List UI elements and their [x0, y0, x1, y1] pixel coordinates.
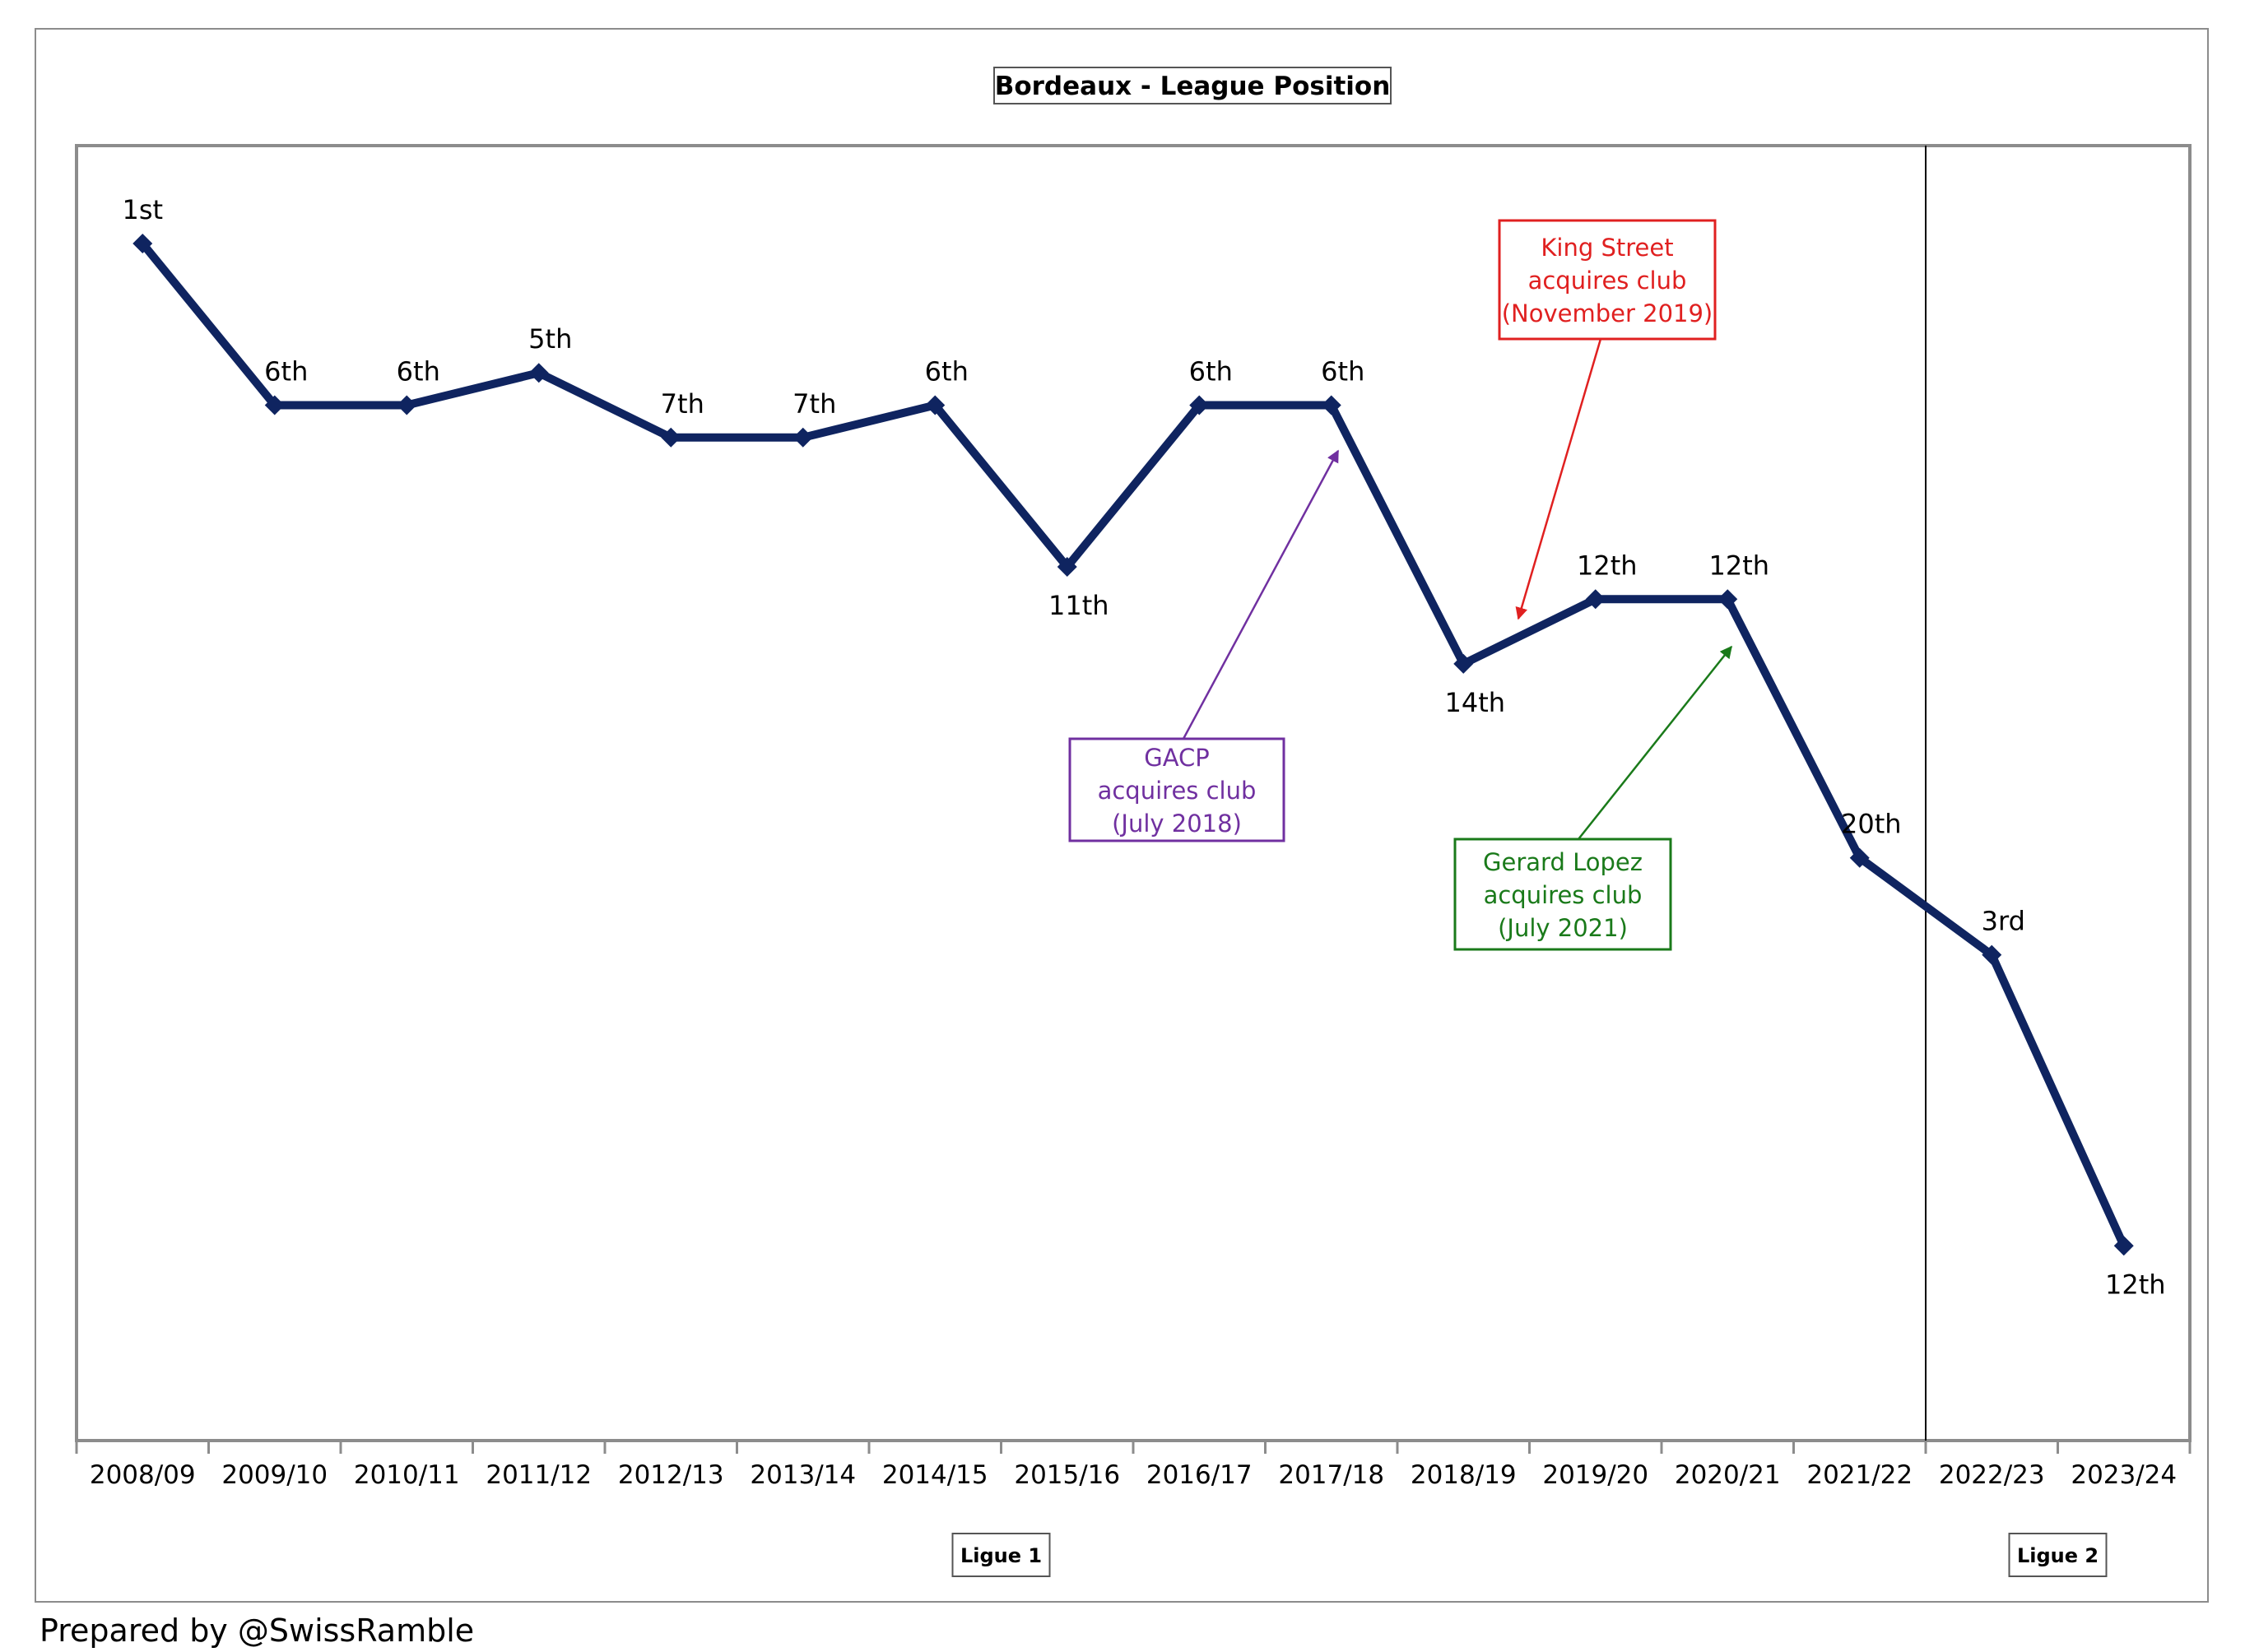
annotation-arrow-1	[1515, 338, 1602, 620]
annotation-text-2-line-3: (July 2018)	[1112, 810, 1242, 838]
annotation-text-1-line-1: King Street	[1541, 234, 1673, 262]
annotation-text-1-line-2: acquires club	[1528, 267, 1687, 295]
footer-credit: Prepared by @SwissRamble	[40, 1613, 475, 1649]
x-tick-label-2008-09: 2008/09	[90, 1460, 196, 1490]
data-label-2010-11: 6th	[397, 356, 440, 387]
annotation-box-1	[1498, 219, 1717, 341]
data-point-markers	[132, 234, 2134, 1256]
data-label-2016-17: 6th	[1189, 356, 1233, 387]
x-tick-label-2019-20: 2019/20	[1542, 1460, 1648, 1490]
x-tick-label-2015-16: 2015/16	[1014, 1460, 1120, 1490]
data-label-2019-20: 12th	[1577, 550, 1638, 581]
x-tick-label-2020-21: 2020/21	[1675, 1460, 1781, 1490]
x-tick-label-2022-23: 2022/23	[1939, 1460, 2045, 1490]
data-label-2021-22: 20th	[1841, 809, 1902, 840]
series-line-league-position	[139, 240, 2128, 1248]
data-label-2012-13: 7th	[661, 388, 704, 420]
annotation-text-3-line-3: (July 2021)	[1498, 914, 1628, 942]
chart-title: Bordeaux - League Position	[995, 72, 1391, 101]
data-point-2022-23	[1982, 944, 2002, 965]
chart-title-group: Bordeaux - League Position	[993, 67, 1392, 104]
annotation-arrow-3	[1578, 645, 1732, 840]
data-label-2022-23: 3rd	[1982, 906, 2025, 937]
chart-title-box	[993, 67, 1392, 104]
annotation-text-1-line-3: (November 2019)	[1502, 299, 1713, 327]
data-point-2013-14	[792, 427, 813, 448]
x-tick-label-2017-18: 2017/18	[1278, 1460, 1384, 1490]
annotation-box-2	[1068, 737, 1285, 842]
data-point-2020-21	[1717, 589, 1738, 610]
x-tick-label-2011-12: 2011/12	[486, 1460, 592, 1490]
data-point-2011-12	[528, 363, 549, 383]
league-label-1: Ligue 1	[960, 1544, 1042, 1567]
data-point-2012-13	[661, 427, 681, 448]
x-tick-label-2010-11: 2010/11	[354, 1460, 460, 1490]
league-label-box-2	[2008, 1533, 2108, 1577]
x-tick-label-2021-22: 2021/22	[1806, 1460, 1913, 1490]
data-label-2018-19: 14th	[1444, 687, 1505, 718]
data-label-2013-14: 7th	[792, 388, 836, 420]
data-point-2010-11	[397, 395, 417, 415]
data-point-2017-18	[1321, 395, 1341, 415]
data-label-2011-12: 5th	[528, 323, 572, 355]
data-point-2014-15	[925, 395, 946, 415]
x-tick-label-2023-24: 2023/24	[2071, 1460, 2177, 1490]
x-tick-label-2013-14: 2013/14	[750, 1460, 856, 1490]
data-point-2018-19	[1453, 653, 1474, 674]
data-point-2019-20	[1585, 589, 1606, 610]
data-label-2014-15: 6th	[925, 356, 969, 387]
league-labels: Ligue 1 Ligue 2	[951, 1533, 2108, 1577]
x-axis-tick-labels: 2008/09 2009/10 2010/11 2011/12 2012/13 2013/…	[90, 1460, 2177, 1490]
annotation-text-3-line-1: Gerard Lopez	[1483, 848, 1643, 876]
data-label-2017-18: 6th	[1321, 356, 1364, 387]
x-axis-ticks	[75, 1441, 2192, 1454]
data-point-2008-09	[132, 234, 153, 253]
data-point-2023-24	[2113, 1236, 2134, 1256]
x-tick-label-2014-15: 2014/15	[882, 1460, 988, 1490]
annotation-box-3	[1453, 838, 1672, 951]
league-label-box-1	[951, 1533, 1051, 1577]
x-tick-label-2018-19: 2018/19	[1411, 1460, 1517, 1490]
data-label-2020-21: 12th	[1708, 550, 1769, 581]
data-point-2016-17	[1189, 395, 1210, 415]
data-point-2015-16	[1057, 557, 1077, 577]
data-label-2023-24: 12th	[2105, 1269, 2166, 1300]
league-label-2: Ligue 2	[2017, 1544, 2099, 1567]
data-label-2015-16: 11th	[1048, 590, 1109, 621]
data-label-2009-10: 6th	[264, 356, 308, 387]
annotation-arrow-2	[1182, 449, 1340, 740]
x-tick-label-2016-17: 2016/17	[1146, 1460, 1253, 1490]
chart-frame	[35, 28, 2209, 1603]
data-labels: 1st 6th 6th 5th 7th 7th 6th 11th 6th 6th 14th 12th 1…	[122, 194, 2165, 1300]
data-point-2021-22	[1849, 847, 1870, 868]
data-point-2009-10	[264, 395, 285, 415]
annotations: King Street acquires club (November 2019) G…	[1068, 219, 1732, 951]
x-tick-label-2009-10: 2009/10	[221, 1460, 328, 1490]
annotation-text-2-line-1: GACP	[1144, 744, 1210, 772]
x-tick-label-2012-13: 2012/13	[618, 1460, 724, 1490]
annotation-text-2-line-2: acquires club	[1098, 777, 1257, 805]
annotation-text-3-line-2: acquires club	[1484, 881, 1643, 909]
data-label-2008-09: 1st	[122, 194, 163, 225]
